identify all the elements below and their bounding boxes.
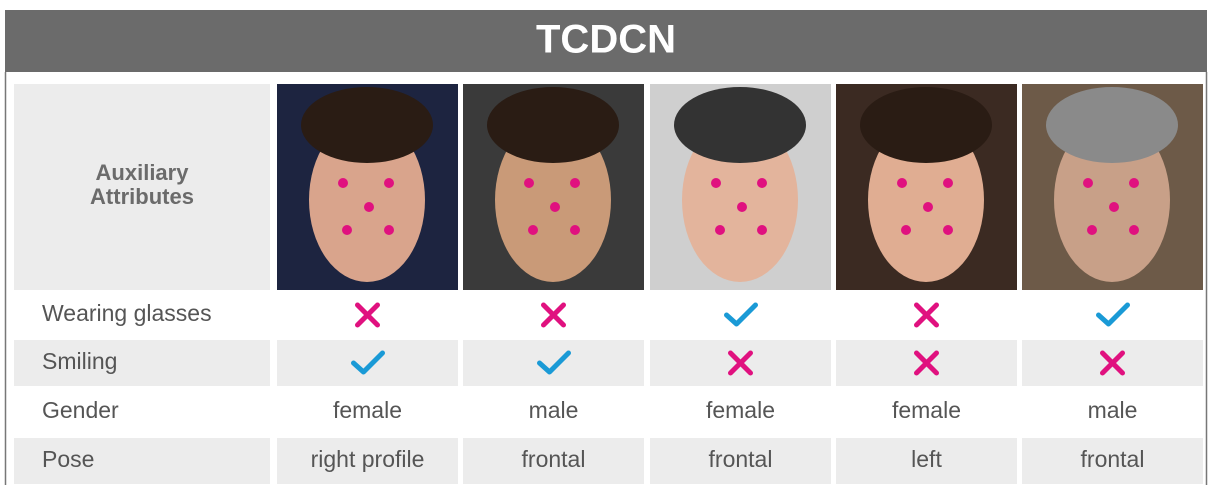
landmark (384, 178, 394, 188)
landmark (528, 225, 538, 235)
landmark (524, 178, 534, 188)
cell-bg (277, 438, 458, 484)
row-label-bg (14, 438, 270, 484)
cell-bg (836, 438, 1017, 484)
row-label-bg (14, 340, 270, 386)
cell-text: male (529, 397, 579, 423)
landmark (550, 202, 560, 212)
check-icon (724, 302, 758, 327)
cell-text: female (892, 397, 961, 423)
cell-text: female (706, 397, 775, 423)
landmark (384, 225, 394, 235)
cell-text: frontal (1081, 446, 1145, 472)
landmark (338, 178, 348, 188)
cell-bg (1022, 438, 1203, 484)
cross-icon (1100, 350, 1125, 376)
cell-text: female (333, 397, 402, 423)
cell-text: frontal (709, 446, 773, 472)
hair (674, 87, 806, 163)
landmark (364, 202, 374, 212)
header-line: Attributes (90, 184, 194, 209)
title: TCDCN (536, 18, 676, 62)
landmark (711, 178, 721, 188)
cell-text: frontal (522, 446, 586, 472)
cross-icon (355, 302, 380, 328)
cell-bg (650, 438, 831, 484)
landmark (715, 225, 725, 235)
row-label: Pose (42, 446, 94, 472)
landmark (1129, 225, 1139, 235)
hair (860, 87, 992, 163)
cell-text: left (911, 446, 942, 472)
landmark (757, 225, 767, 235)
row-label: Wearing glasses (42, 300, 212, 326)
landmark (1083, 178, 1093, 188)
landmark (923, 202, 933, 212)
cell-bg (463, 340, 644, 386)
landmark (757, 178, 767, 188)
check-icon (537, 350, 571, 375)
cross-icon (728, 350, 753, 376)
cross-icon (914, 302, 939, 328)
landmark (943, 225, 953, 235)
check-icon (1096, 302, 1130, 327)
row-label: Gender (42, 397, 119, 423)
hair (301, 87, 433, 163)
landmark (737, 202, 747, 212)
landmark (342, 225, 352, 235)
cross-icon (914, 350, 939, 376)
row-label: Smiling (42, 348, 117, 374)
hair (487, 87, 619, 163)
landmark (1129, 178, 1139, 188)
cross-icon (541, 302, 566, 328)
landmark (570, 225, 580, 235)
landmark (901, 225, 911, 235)
hair (1046, 87, 1178, 163)
cell-bg (277, 340, 458, 386)
check-icon (351, 350, 385, 375)
header-line: Auxiliary (96, 160, 190, 185)
landmark (1109, 202, 1119, 212)
header-cell (14, 84, 270, 290)
landmark (943, 178, 953, 188)
landmark (570, 178, 580, 188)
cell-text: right profile (311, 446, 425, 472)
title-bar (5, 10, 1207, 72)
landmark (897, 178, 907, 188)
cell-bg (463, 438, 644, 484)
landmark (1087, 225, 1097, 235)
cell-text: male (1088, 397, 1138, 423)
